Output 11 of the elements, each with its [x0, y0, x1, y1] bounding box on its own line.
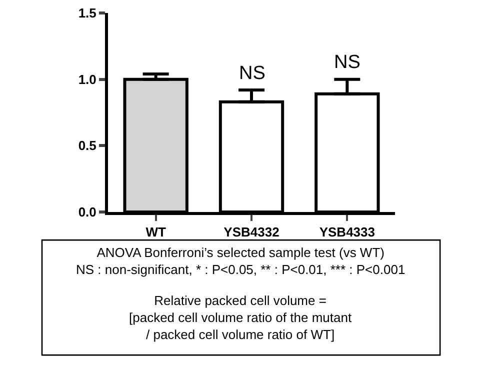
annotation: NS [239, 63, 266, 84]
y-tick-label: 0.0 [78, 204, 96, 220]
x-tick-label: YSB4333 [319, 224, 375, 240]
x-tick-label: WT [146, 224, 166, 240]
x-tick-label: YSB4332 [224, 224, 280, 240]
y-tick-label: 0.5 [78, 138, 96, 154]
y-tick-label: 1.0 [78, 72, 96, 87]
y-tick-label: 1.5 [78, 6, 96, 21]
text: ANOVA Bonferroni’s selected sample test (vs WT) NS : non-significant, * : P<0.05, ** : P<0.01, *** : P<0.001 [76, 245, 406, 277]
annotation: NS [334, 52, 360, 73]
text: Relative packed cell volume = [packed cell volume ratio of the mutant / packed cell volume ratio of WT] [129, 293, 352, 342]
